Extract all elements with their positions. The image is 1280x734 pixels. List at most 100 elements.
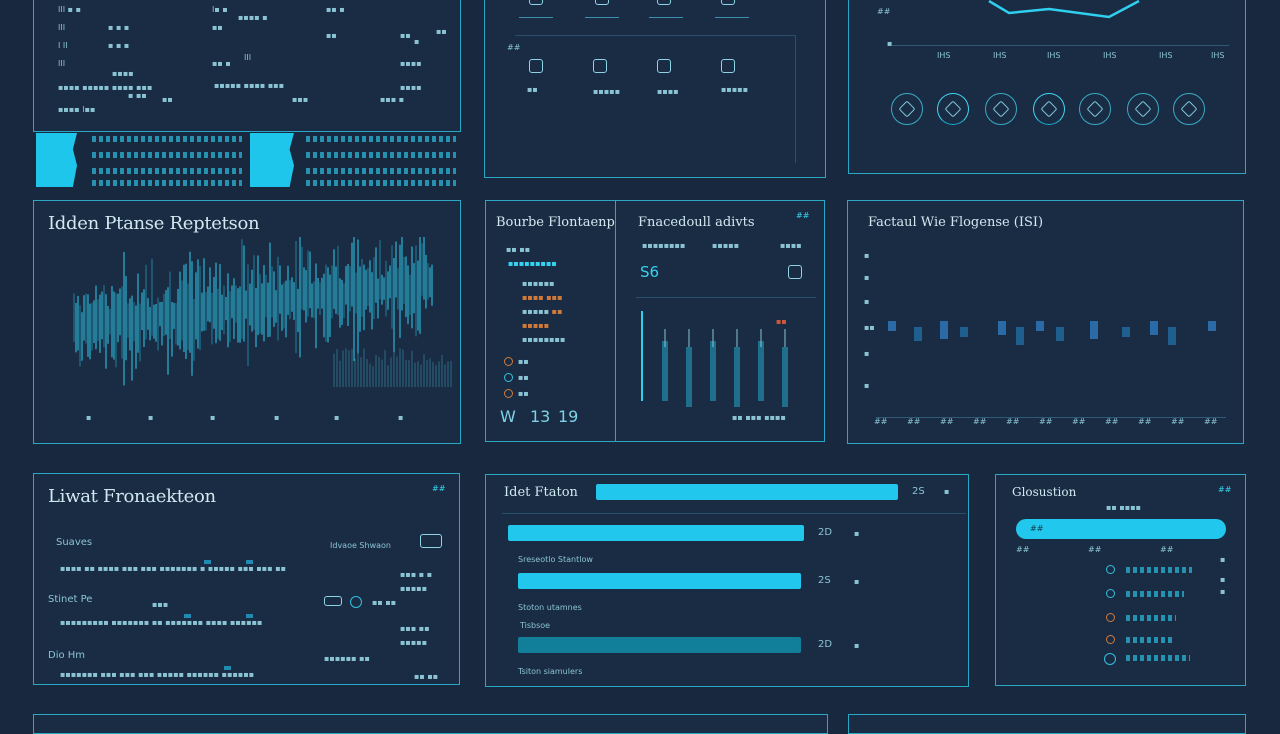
list-item: ▪▪▪▪▪▪	[522, 279, 555, 288]
grid-icon[interactable]	[420, 534, 442, 548]
progress-label: Sreseotlo Stantlow	[518, 555, 593, 564]
data-stripe	[92, 168, 242, 174]
legend-item: ▪▪▪▪	[780, 241, 802, 250]
table-row: ▪▪▪▪▪▪▪▪▪ ▪▪▪▪▪▪▪ ▪▪ ▪▪▪▪▪▪▪ ▪▪▪▪ ▪▪▪▪▪▪	[60, 618, 263, 627]
status-dot	[504, 389, 513, 398]
grid-icon[interactable]	[721, 59, 735, 73]
status-dial-icon[interactable]	[1033, 93, 1065, 125]
status-dial-icon[interactable]	[1079, 93, 1111, 125]
cell: III	[244, 53, 252, 62]
status-dial-icon[interactable]	[937, 93, 969, 125]
status-dial-icon[interactable]	[1127, 93, 1159, 125]
status-dot	[1106, 589, 1115, 598]
status-dial-icon[interactable]	[891, 93, 923, 125]
x-tick: IHS	[937, 51, 951, 60]
row-value: ▪▪ ▪▪	[372, 598, 397, 607]
x-tick: ##	[1204, 417, 1218, 426]
right-bar-panel: Factaul Wie Flogense (ISI) ▪ ▪ ▪ ▪▪ ▪ ▪ …	[847, 200, 1244, 444]
header-value: 2S	[912, 486, 925, 497]
status-dial-icon[interactable]	[985, 93, 1017, 125]
bottom-left-table-panel: Liwat Fronaekteon ## Suaves Idvaoe Shwao…	[33, 473, 460, 685]
bar-chart	[888, 321, 1216, 345]
layers-icon[interactable]	[529, 59, 543, 73]
progress-bar	[518, 637, 801, 653]
cell: ▪ ▪ ▪	[108, 23, 130, 32]
row-value: ▪▪▪ ▪ ▪	[400, 570, 433, 579]
cell: ▪	[414, 37, 420, 46]
selected-row-chip[interactable]	[1016, 519, 1226, 539]
grid-icon[interactable]	[657, 0, 671, 5]
side-label: ##	[507, 43, 521, 52]
x-tick: ##	[1105, 417, 1119, 426]
data-stripe	[92, 152, 242, 158]
progress-label: Stoton utamnes	[518, 603, 582, 612]
x-tick: ##	[1039, 417, 1053, 426]
panel-title: Idet Ftaton	[504, 485, 578, 500]
row-value: ▪▪ ▪▪	[414, 672, 439, 681]
grid-icon[interactable]	[529, 0, 543, 5]
cell: ▪▪ ▪	[326, 5, 345, 14]
chart-icon[interactable]	[595, 0, 609, 5]
data-stripe	[306, 180, 456, 186]
grid-icon[interactable]	[721, 0, 735, 5]
list-item: ▪▪▪▪▪▪▪▪▪	[508, 259, 557, 268]
x-tick: IHS	[1047, 51, 1061, 60]
list-item: ▪▪ ▪▪	[506, 245, 531, 254]
progress-icon: ▪	[854, 577, 860, 586]
row-value: ▪▪▪▪▪	[400, 584, 428, 593]
column-label: ##	[1016, 545, 1030, 554]
legend-item: ▪▪▪▪▪	[712, 241, 740, 250]
footer-value: W	[500, 407, 516, 426]
row-value: ▪▪▪▪▪▪ ▪▪	[324, 654, 370, 663]
footer-value: 13	[530, 407, 551, 426]
cell: ▪▪	[162, 95, 173, 104]
subpanel-badge: ##	[796, 211, 810, 220]
grid-icon[interactable]	[324, 596, 342, 606]
data-stripe	[306, 136, 456, 142]
data-stripe	[306, 152, 456, 158]
y-tick: ▪	[864, 297, 870, 306]
left-waveform-panel: Idden Ptanse Reptetson ▪ ▪ ▪ ▪ ▪ ▪	[33, 200, 461, 444]
cell: ▪▪▪▪ ▪	[238, 13, 268, 22]
column-label: ##	[1160, 545, 1174, 554]
middle-split-panel: Bourbe Flontaenp Fnacedoull adivts ## ▪▪…	[485, 200, 825, 442]
grid-icon[interactable]	[657, 59, 671, 73]
x-tick: ##	[1072, 417, 1086, 426]
grid-icon[interactable]	[593, 59, 607, 73]
status-dot	[504, 357, 513, 366]
column-label: ##	[1088, 545, 1102, 554]
x-tick: ##	[1006, 417, 1020, 426]
side-value: ▪	[1220, 575, 1226, 584]
panel-badge: ##	[432, 484, 446, 493]
progress-icon: ▪	[854, 641, 860, 650]
cell: ▪ ▪▪	[128, 91, 147, 100]
y-tick: ▪	[864, 251, 870, 260]
cell: ▪▪	[400, 31, 411, 40]
circle-icon[interactable]	[350, 596, 362, 608]
panel-title: Factaul Wie Flogense (ISI)	[868, 215, 1044, 230]
list-item: ▪▪	[518, 357, 529, 366]
status-dial-icon[interactable]	[1173, 93, 1205, 125]
refresh-icon[interactable]	[788, 265, 802, 279]
list-item: ▪▪	[518, 389, 529, 398]
x-tick: ▪	[274, 413, 280, 422]
y-tick: ▪	[864, 349, 870, 358]
bottom-middle-progress-panel: Idet Ftaton 2S ▪ 2D ▪ Sreseotlo Stantlow 2S…	[485, 474, 969, 687]
status-dot	[1106, 565, 1115, 574]
x-tick: ▪	[334, 413, 340, 422]
x-tick: ▪	[398, 413, 404, 422]
cell: ▪▪ ▪	[212, 59, 231, 68]
progress-value: 2D	[818, 527, 833, 538]
table-row: ▪▪▪▪▪▪▪ ▪▪▪ ▪▪▪ ▪▪▪ ▪▪▪▪▪ ▪▪▪▪▪▪ ▪▪▪▪▪▪	[60, 670, 255, 679]
bottom-edge-panel	[848, 714, 1246, 734]
chip-label: ##	[1030, 524, 1044, 533]
cell: ▪▪	[212, 23, 223, 32]
cell: III ▪ ▪	[58, 5, 82, 14]
data-stripe	[92, 136, 242, 142]
list-item: ▪▪▪▪▪ ▪▪	[522, 307, 563, 316]
header-item: ▪▪ ▪▪▪▪	[1106, 503, 1142, 512]
row-link[interactable]: Idvaoe Shwaon	[330, 541, 391, 550]
axis-marker: ▪	[887, 39, 893, 48]
cell: III	[58, 23, 66, 32]
status-dot	[504, 373, 513, 382]
